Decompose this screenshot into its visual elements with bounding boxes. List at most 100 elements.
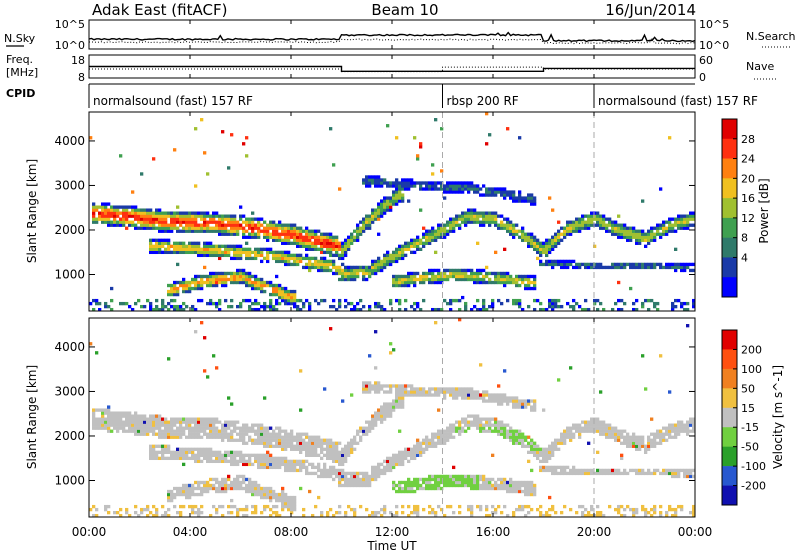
echo-cell	[617, 232, 621, 236]
echo-cell	[176, 220, 180, 224]
echo-cell	[218, 504, 222, 509]
echo-cell	[320, 474, 324, 479]
echo-cell	[434, 486, 438, 491]
echo-cell	[590, 262, 594, 267]
echo-cell	[212, 250, 216, 255]
echo-cell	[431, 187, 435, 191]
echo-cell	[470, 474, 474, 479]
echo-cell	[455, 387, 459, 391]
echo-cell	[410, 453, 414, 457]
echo-cell	[362, 178, 366, 182]
echo-cell	[143, 220, 147, 224]
echo-cell	[521, 274, 525, 279]
echo-cell	[353, 304, 357, 309]
velocity-colorbar-tick-label: 15	[741, 402, 755, 415]
echo-cell	[296, 468, 300, 473]
echo-cell	[188, 241, 192, 245]
echo-cell	[260, 423, 264, 427]
echo-cell	[494, 420, 498, 424]
echo-cell	[482, 483, 486, 488]
echo-cell	[458, 226, 462, 230]
echo-cell	[416, 510, 420, 515]
echo-cell	[188, 226, 192, 230]
echo-cell	[218, 271, 222, 276]
echo-cell	[410, 450, 414, 454]
echo-cell	[338, 304, 342, 309]
echo-cell	[521, 441, 525, 445]
echo-cell	[209, 429, 213, 433]
echo-cell	[506, 486, 510, 491]
echo-cell	[266, 450, 270, 454]
echo-cell	[674, 265, 678, 270]
echo-cell	[167, 432, 171, 436]
echo-cell	[305, 265, 309, 270]
echo-cell	[614, 435, 618, 439]
echo-cell	[617, 298, 621, 303]
echo-cell	[329, 238, 333, 242]
echo-cell	[668, 429, 672, 433]
echo-cell	[179, 229, 183, 233]
echo-cell	[227, 483, 231, 488]
echo-cell	[395, 247, 399, 251]
echo-cell	[203, 274, 207, 279]
echo-cell	[284, 250, 288, 255]
echo-cell	[221, 280, 225, 285]
echo-cell	[269, 220, 273, 224]
echo-cell	[452, 271, 456, 276]
echo-cell	[500, 277, 504, 282]
echo-cell	[260, 277, 264, 282]
echo-cell	[422, 277, 426, 282]
echo-cell	[668, 471, 672, 476]
echo-cell	[677, 468, 681, 473]
freq-tick-bottom: 8	[78, 71, 85, 84]
echo-cell	[254, 423, 258, 427]
echo-cell	[680, 223, 684, 227]
echo-cell	[191, 226, 195, 230]
echo-cell	[287, 501, 291, 506]
echo-cell	[212, 426, 216, 430]
echo-cell	[308, 247, 312, 251]
echo-cell	[323, 244, 327, 248]
echo-cell	[404, 483, 408, 488]
echo-cell	[470, 390, 474, 394]
echo-cell	[359, 298, 363, 303]
echo-cell	[98, 301, 102, 306]
echo-cell	[296, 235, 300, 239]
echo-cell	[353, 271, 357, 276]
echo-cell	[281, 229, 285, 233]
echo-cell	[119, 513, 123, 518]
echo-cell	[236, 232, 240, 236]
echo-cell	[389, 468, 393, 473]
echo-cell	[356, 268, 360, 273]
echo-cell	[332, 444, 336, 448]
echo-cell	[371, 471, 375, 476]
echo-cell	[359, 429, 363, 433]
echo-cell	[680, 301, 684, 306]
echo-cell	[158, 217, 162, 221]
echo-cell	[224, 253, 228, 258]
echo-cell	[341, 271, 345, 276]
echo-cell	[461, 429, 465, 433]
echo-cell	[215, 223, 219, 227]
echo-cell	[287, 232, 291, 236]
echo-cell	[164, 217, 168, 221]
echo-cell	[539, 465, 543, 470]
echo-cell	[680, 268, 684, 273]
echo-cell	[227, 217, 231, 221]
echo-cell	[395, 393, 399, 397]
echo-cell	[434, 250, 438, 255]
x-tick-label: 00:00	[72, 525, 107, 539]
echo-cell	[611, 468, 615, 473]
echo-cell	[422, 447, 426, 451]
echo-cell	[233, 462, 237, 467]
echo-cell	[623, 438, 627, 442]
echo-cell	[386, 456, 390, 461]
echo-cell	[320, 250, 324, 255]
echo-cell	[122, 217, 126, 221]
echo-cell	[263, 462, 267, 467]
echo-cell	[245, 483, 249, 488]
echo-cell	[200, 211, 204, 215]
echo-cell	[395, 184, 399, 188]
echo-cell	[251, 441, 255, 445]
echo-cell	[650, 432, 654, 436]
